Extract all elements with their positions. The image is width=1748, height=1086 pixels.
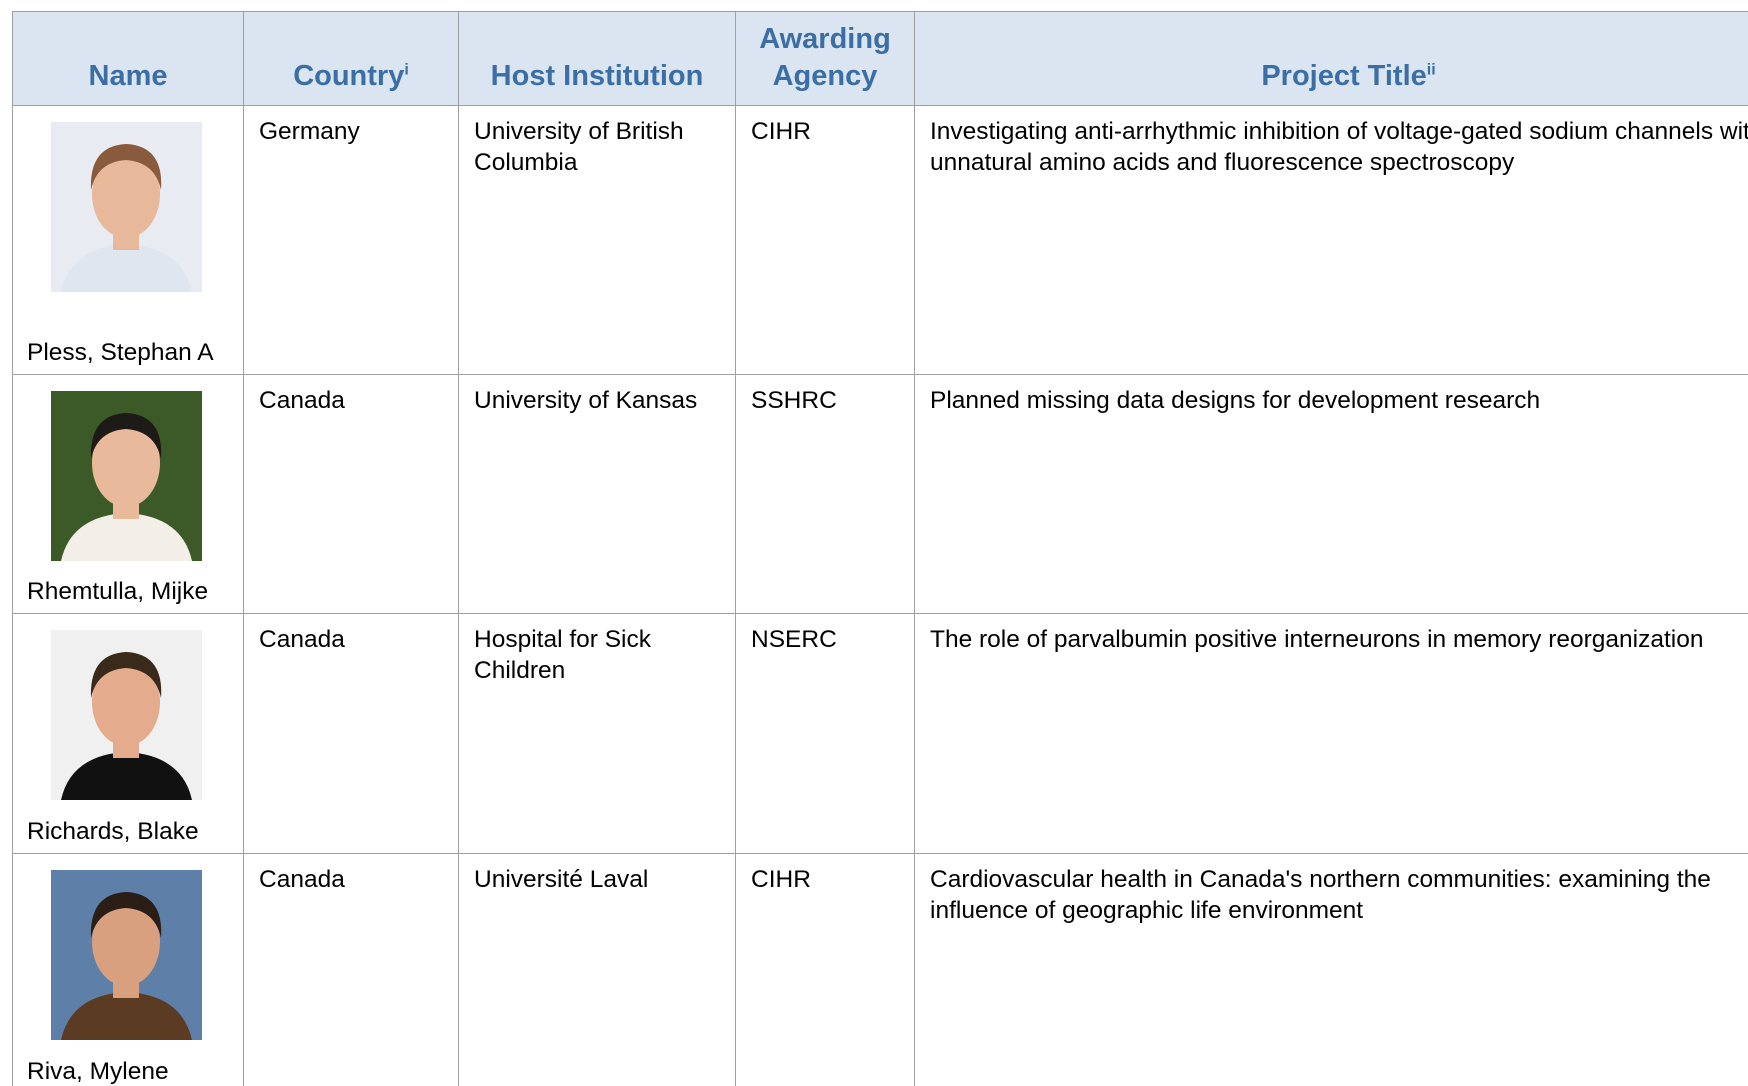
country-cell: Canada bbox=[243, 853, 459, 1086]
table-row: Richards, Blake Canada Hospital for Sick C… bbox=[12, 613, 1748, 854]
header-row: Name Countryi Host Institution Awarding Age… bbox=[12, 11, 1748, 106]
awarding-agency-cell: CIHR bbox=[735, 105, 915, 375]
country-cell: Canada bbox=[243, 613, 459, 854]
project-title-cell: The role of parvalbumin positive interne… bbox=[914, 613, 1748, 854]
header-text: Awarding Agency bbox=[759, 23, 891, 92]
awards-table: Name Countryi Host Institution Awarding Age… bbox=[12, 11, 1748, 1086]
table-body: Pless, Stephan A Germany University of Bri… bbox=[12, 105, 1748, 1086]
table-container: Name Countryi Host Institution Awarding Age… bbox=[12, 11, 1748, 1086]
header-text: Host Institution bbox=[490, 60, 704, 92]
portrait-photo bbox=[51, 391, 202, 561]
table-row: Pless, Stephan A Germany University of Bri… bbox=[12, 105, 1748, 375]
awarding-agency-cell: CIHR bbox=[735, 853, 915, 1086]
country-cell: Germany bbox=[243, 105, 459, 375]
person-name: Richards, Blake bbox=[27, 818, 199, 845]
footnote-marker: ii bbox=[1426, 61, 1436, 79]
name-cell: Richards, Blake bbox=[12, 613, 244, 854]
column-header: Name bbox=[12, 11, 244, 106]
person-name: Riva, Mylene bbox=[27, 1058, 169, 1085]
name-cell: Rhemtulla, Mijke bbox=[12, 374, 244, 614]
column-header: Project Titleii bbox=[914, 11, 1748, 106]
footnote-marker: i bbox=[404, 61, 409, 79]
project-title-cell: Cardiovascular health in Canada's northe… bbox=[914, 853, 1748, 1086]
column-header: Countryi bbox=[243, 11, 459, 106]
header-text: Project Title bbox=[1261, 60, 1427, 92]
person-name: Rhemtulla, Mijke bbox=[27, 578, 209, 605]
host-institution-cell: Hospital for Sick Children bbox=[458, 613, 736, 854]
host-institution-cell: University of Kansas bbox=[458, 374, 736, 614]
host-institution-cell: University of British Columbia bbox=[458, 105, 736, 375]
awarding-agency-cell: SSHRC bbox=[735, 374, 915, 614]
project-title-cell: Investigating anti-arrhythmic inhibition… bbox=[914, 105, 1748, 375]
host-institution-cell: Université Laval bbox=[458, 853, 736, 1086]
country-cell: Canada bbox=[243, 374, 459, 614]
portrait-photo bbox=[51, 870, 202, 1040]
name-cell: Riva, Mylene bbox=[12, 853, 244, 1086]
project-title-cell: Planned missing data designs for develop… bbox=[914, 374, 1748, 614]
header-text: Country bbox=[293, 60, 405, 92]
portrait-photo bbox=[51, 630, 202, 800]
column-header: Awarding Agency bbox=[735, 11, 915, 106]
column-header: Host Institution bbox=[458, 11, 736, 106]
person-name: Pless, Stephan A bbox=[27, 339, 214, 366]
awarding-agency-cell: NSERC bbox=[735, 613, 915, 854]
portrait-photo bbox=[51, 122, 202, 292]
table-row: Rhemtulla, Mijke Canada University of Kans… bbox=[12, 374, 1748, 614]
name-cell: Pless, Stephan A bbox=[12, 105, 244, 375]
header-text: Name bbox=[88, 60, 168, 92]
table-row: Riva, Mylene Canada Université Laval CIHR Ca… bbox=[12, 853, 1748, 1086]
